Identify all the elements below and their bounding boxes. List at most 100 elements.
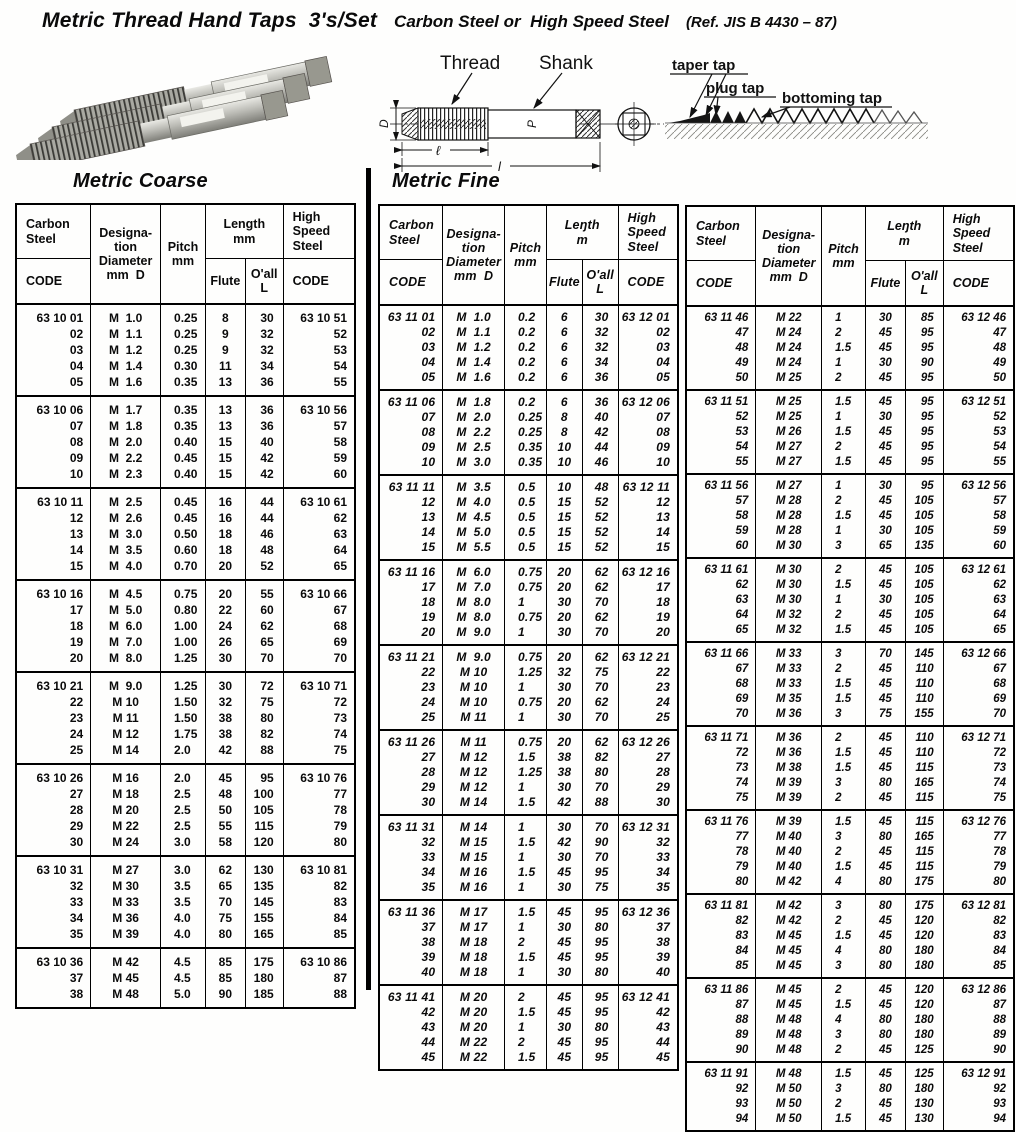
hss-code-cell: 62 bbox=[942, 578, 1014, 593]
table-row: 63 11 01 M 1.0 0.2 6 30 63 12 01 bbox=[379, 305, 678, 325]
hss-code-cell: 83 bbox=[942, 929, 1014, 944]
hss-code-cell: 57 bbox=[942, 494, 1014, 509]
designation-cell: M 39 bbox=[755, 810, 822, 830]
designation-cell: M 1.2 bbox=[90, 342, 161, 358]
hss-code-cell: 82 bbox=[282, 878, 355, 894]
designation-cell: M 27 bbox=[755, 474, 822, 494]
hss-code-cell: 32 bbox=[617, 835, 678, 850]
hss-code-cell: 59 bbox=[282, 450, 355, 466]
carbon-code-cell: 34 bbox=[69, 911, 84, 925]
table-row: 15 M 5.5 0.5 15 52 15 bbox=[379, 540, 678, 560]
row-group: 63 11 21 M 9.0 0.75 20 62 63 12 21 22 M 10 1.25 3… bbox=[379, 645, 678, 730]
hss-code-cell: 74 bbox=[942, 776, 1014, 791]
pitch-cell: 2 bbox=[821, 608, 866, 623]
carbon-code-cell: 39 bbox=[421, 950, 436, 964]
designation-cell: M 28 bbox=[755, 509, 822, 524]
pitch-cell: 0.35 bbox=[160, 374, 206, 396]
designation-cell: M 40 bbox=[755, 860, 822, 875]
flute-length-cell: 15 bbox=[545, 540, 583, 560]
overall-length-cell: 95 bbox=[581, 900, 619, 920]
carbon-code-cell: 63 10 36 bbox=[36, 955, 84, 969]
designation-cell: M 45 bbox=[90, 970, 161, 986]
designation-cell: M 20 bbox=[442, 1020, 505, 1035]
flute-length-cell: 30 bbox=[545, 880, 583, 900]
carbon-code-cell: 63 11 16 bbox=[387, 565, 436, 579]
pitch-cell: 2 bbox=[821, 662, 866, 677]
flute-length-cell: 45 bbox=[864, 677, 906, 692]
row-group: 63 11 26 M 11 0.75 20 62 63 12 26 27 M 12 1.5 38 8… bbox=[379, 730, 678, 815]
carbon-code-cell: 70 bbox=[735, 708, 749, 720]
designation-cell: M 7.0 bbox=[90, 634, 161, 650]
hss-code-cell: 63 12 06 bbox=[617, 390, 678, 410]
pitch-cell: 0.5 bbox=[504, 510, 547, 525]
overall-length-cell: 32 bbox=[581, 340, 619, 355]
pitch-cell: 4 bbox=[821, 875, 866, 894]
table-row: 02 M 1.1 0.2 6 32 02 bbox=[379, 325, 678, 340]
hss-code-cell: 75 bbox=[942, 791, 1014, 810]
table-row: 30 M 14 1.5 42 88 30 bbox=[379, 795, 678, 815]
overall-length-cell: 95 bbox=[904, 326, 944, 341]
col-header-designation: Designa- tion Diameter mm D bbox=[90, 204, 161, 304]
flute-length-cell: 8 bbox=[545, 425, 583, 440]
overall-length-cell: 115 bbox=[904, 761, 944, 776]
pitch-cell: 0.30 bbox=[160, 358, 206, 374]
pitch-cell: 1.50 bbox=[160, 710, 206, 726]
overall-length-cell: 52 bbox=[581, 540, 619, 560]
overall-length-cell: 105 bbox=[904, 593, 944, 608]
carbon-code-cell: 55 bbox=[735, 456, 749, 468]
table-row: 63 11 36 M 17 1.5 45 95 63 12 36 bbox=[379, 900, 678, 920]
pitch-cell: 3 bbox=[821, 1028, 866, 1043]
designation-cell: M 48 bbox=[755, 1062, 822, 1082]
col-header-code: CODE bbox=[282, 258, 355, 304]
flute-length-cell: 6 bbox=[545, 370, 583, 390]
flute-length-cell: 32 bbox=[545, 665, 583, 680]
overall-length-cell: 175 bbox=[244, 948, 284, 970]
designation-cell: M 1.1 bbox=[90, 326, 161, 342]
flute-length-cell: 45 bbox=[864, 860, 906, 875]
carbon-code-cell: 18 bbox=[421, 595, 436, 609]
hss-code-cell: 64 bbox=[942, 608, 1014, 623]
hss-code-cell: 38 bbox=[617, 935, 678, 950]
table-row: 12 M 4.0 0.5 15 52 12 bbox=[379, 495, 678, 510]
table-row: 94 M 50 1.5 45 130 94 bbox=[686, 1112, 1014, 1131]
flute-length-cell: 13 bbox=[204, 374, 246, 396]
hss-code-cell: 63 12 31 bbox=[617, 815, 678, 835]
carbon-code-cell: 03 bbox=[421, 340, 436, 354]
flute-length-cell: 45 bbox=[864, 578, 906, 593]
overall-length-cell: 90 bbox=[904, 356, 944, 371]
col-header-length: Length mm bbox=[204, 204, 284, 259]
hss-code-cell: 07 bbox=[617, 410, 678, 425]
table-row: 10 M 3.0 0.35 10 46 10 bbox=[379, 455, 678, 475]
row-group: 63 11 01 M 1.0 0.2 6 30 63 12 01 02 M 1.1 0.2 6 32… bbox=[379, 305, 678, 390]
carbon-code-cell: 63 11 56 bbox=[704, 480, 749, 492]
carbon-code-cell: 63 11 86 bbox=[704, 984, 749, 996]
table-row: 67 M 33 2 45 110 67 bbox=[686, 662, 1014, 677]
hss-code-cell: 63 12 46 bbox=[942, 306, 1014, 326]
pitch-cell: 0.40 bbox=[160, 434, 206, 450]
col-header-code: CODE bbox=[617, 259, 678, 305]
flute-length-cell: 30 bbox=[864, 474, 906, 494]
overall-length-cell: 36 bbox=[244, 418, 284, 434]
hss-code-cell: 27 bbox=[617, 750, 678, 765]
table-row: 17 M 5.0 0.80 22 60 67 bbox=[16, 602, 355, 618]
flute-length-cell: 30 bbox=[545, 780, 583, 795]
pitch-cell: 1 bbox=[504, 920, 547, 935]
pitch-cell: 3 bbox=[821, 894, 866, 914]
flute-length-cell: 42 bbox=[545, 835, 583, 850]
carbon-code-cell: 63 10 06 bbox=[36, 403, 84, 417]
carbon-code-cell: 25 bbox=[69, 743, 84, 757]
flute-length-cell: 45 bbox=[864, 608, 906, 623]
carbon-code-cell: 63 11 71 bbox=[704, 732, 749, 744]
carbon-code-cell: 74 bbox=[735, 777, 749, 789]
designation-cell: M 2.5 bbox=[90, 488, 161, 510]
carbon-code-cell: 04 bbox=[69, 359, 84, 373]
designation-cell: M 9.0 bbox=[442, 625, 505, 645]
overall-length-cell: 105 bbox=[904, 494, 944, 509]
hss-code-cell: 63 12 56 bbox=[942, 474, 1014, 494]
carbon-code-cell: 63 11 11 bbox=[388, 480, 436, 494]
flute-length-cell: 80 bbox=[864, 1013, 906, 1028]
flute-length-cell: 45 bbox=[204, 764, 246, 786]
table-row: 08 M 2.0 0.40 15 40 58 bbox=[16, 434, 355, 450]
overall-length-cell: 105 bbox=[904, 608, 944, 623]
